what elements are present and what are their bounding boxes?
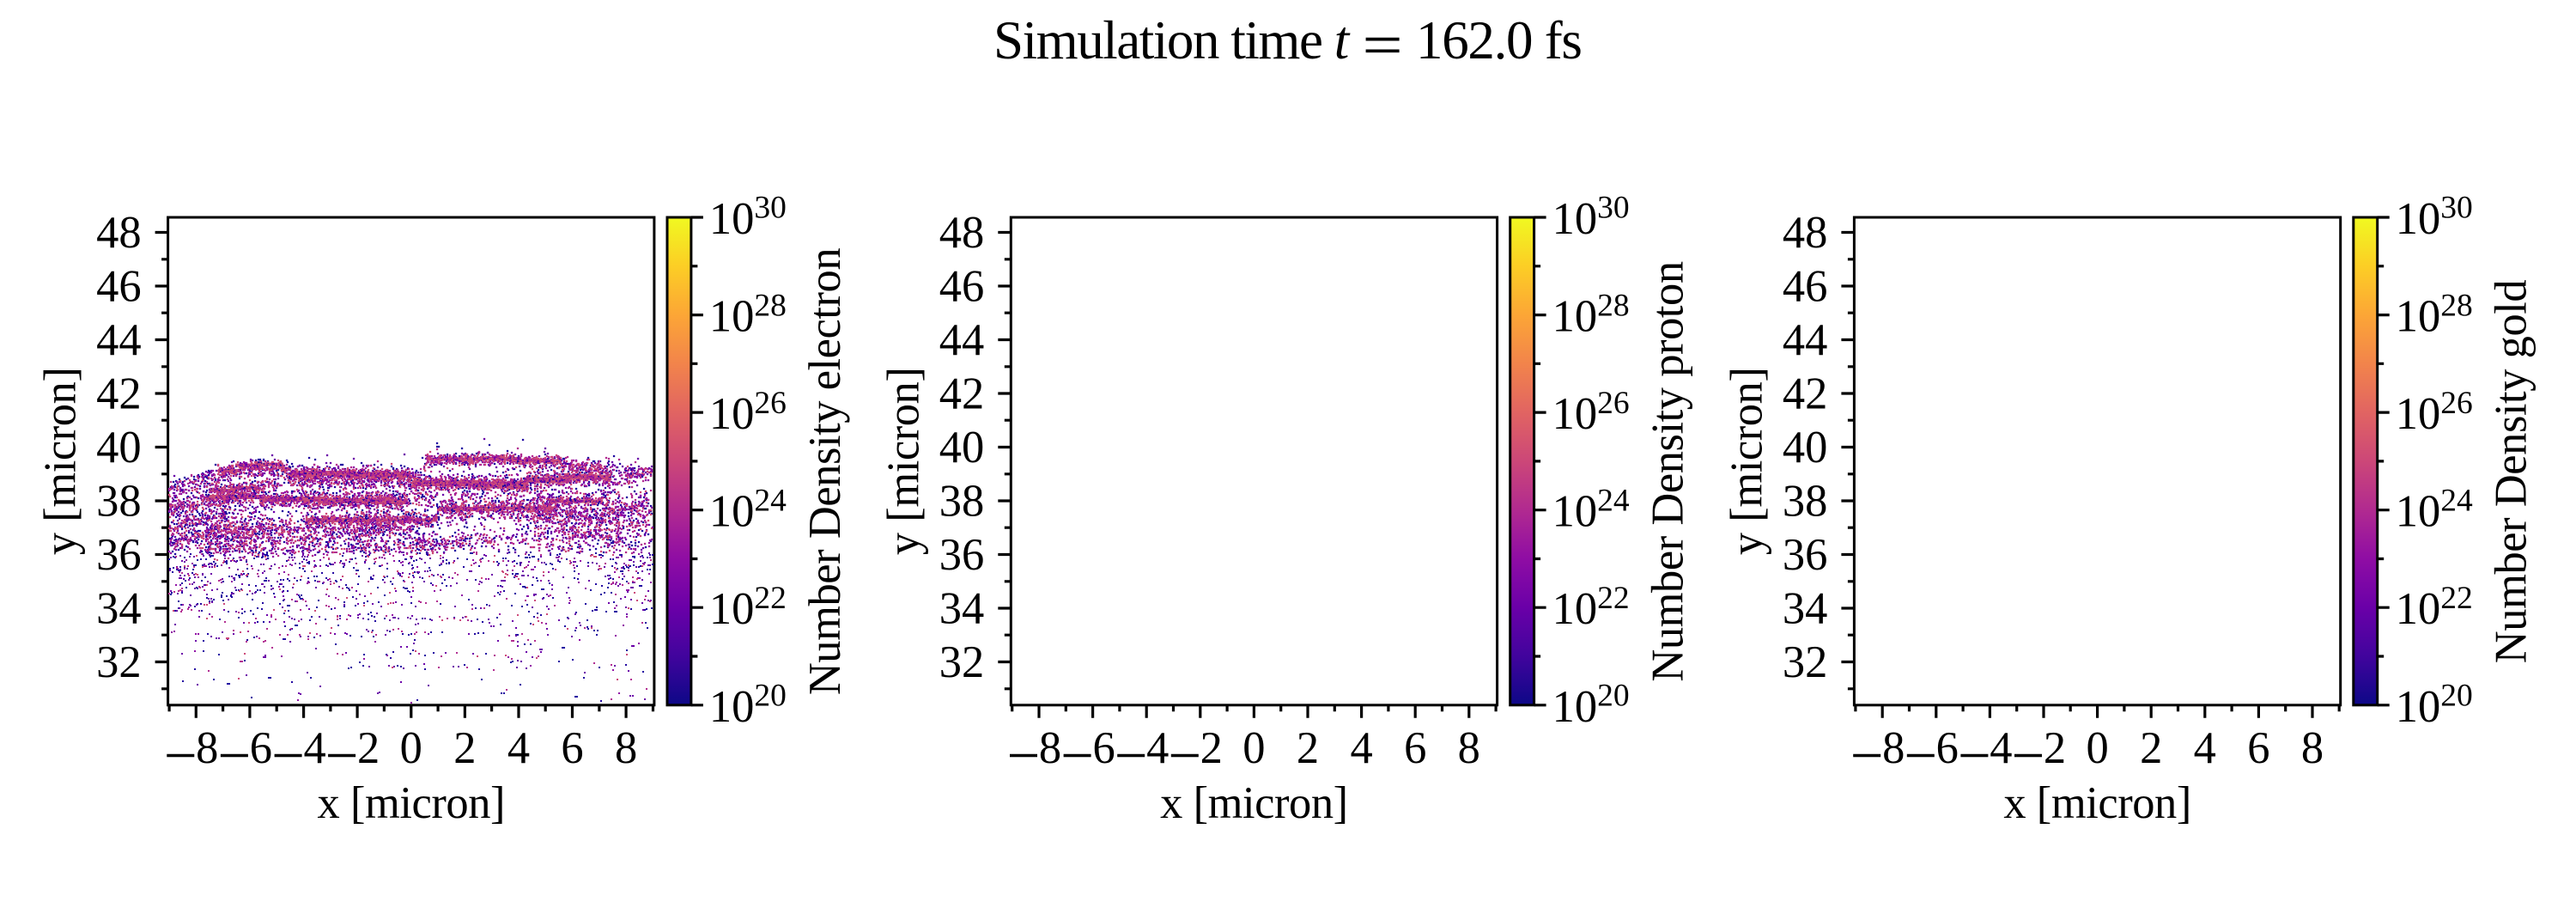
svg-text:42: 42 [1783,369,1828,419]
svg-text:4: 4 [507,723,530,773]
svg-text:x [micron]: x [micron] [2003,778,2191,828]
svg-text:38: 38 [939,477,985,527]
svg-text:40: 40 [939,423,985,472]
svg-text:46: 46 [96,262,142,312]
svg-text:4: 4 [2194,723,2216,773]
svg-text:48: 48 [96,208,142,258]
svg-text:42: 42 [939,369,985,419]
svg-text:8: 8 [196,723,218,773]
svg-text:36: 36 [1783,530,1828,580]
svg-text:0: 0 [2086,723,2108,773]
svg-text:4: 4 [303,723,325,773]
svg-text:8: 8 [615,723,637,773]
svg-text:42: 42 [96,369,142,419]
svg-text:34: 34 [939,584,985,634]
svg-text:38: 38 [96,477,142,527]
svg-text:Number Density gold: Number Density gold [2487,280,2537,664]
svg-text:0: 0 [1242,723,1265,773]
svg-text:Number Density electron: Number Density electron [800,248,850,696]
svg-text:48: 48 [939,208,985,258]
svg-text:38: 38 [1783,477,1828,527]
svg-text:36: 36 [96,530,142,580]
svg-text:8: 8 [1039,723,1061,773]
svg-text:44: 44 [96,315,142,365]
svg-text:34: 34 [1783,584,1828,634]
svg-text:0: 0 [400,723,422,773]
svg-text:46: 46 [939,262,985,312]
svg-text:1020: 1020 [709,679,787,732]
svg-text:1024: 1024 [709,483,787,536]
svg-text:2: 2 [357,723,380,773]
svg-text:34: 34 [96,584,142,634]
svg-text:48: 48 [1783,208,1828,258]
svg-text:40: 40 [1783,423,1828,472]
svg-text:2: 2 [1297,723,1319,773]
svg-text:40: 40 [96,423,142,472]
svg-text:4: 4 [1350,723,1372,773]
svg-text:8: 8 [2301,723,2324,773]
svg-text:4: 4 [1146,723,1169,773]
svg-text:Number Density proton: Number Density proton [1643,261,1693,681]
svg-text:32: 32 [96,637,142,687]
svg-text:44: 44 [1783,315,1828,365]
svg-text:x [micron]: x [micron] [318,778,506,828]
svg-text:2: 2 [453,723,476,773]
svg-text:6: 6 [1404,723,1426,773]
svg-text:1030: 1030 [1552,191,1630,244]
svg-text:y [micron]: y [micron] [36,368,86,556]
svg-text:8: 8 [1882,723,1905,773]
svg-text:36: 36 [939,530,985,580]
svg-text:162.0 fs: 162.0 fs [1416,10,1582,70]
svg-text:y [micron]: y [micron] [1722,368,1771,556]
svg-text:y [micron]: y [micron] [878,368,928,556]
svg-text:4: 4 [1990,723,2012,773]
svg-text:2: 2 [2044,723,2066,773]
svg-text:6: 6 [1936,723,1959,773]
svg-text:46: 46 [1783,262,1828,312]
svg-text:8: 8 [1458,723,1480,773]
svg-text:2: 2 [1200,723,1223,773]
svg-text:6: 6 [2247,723,2269,773]
svg-text:6: 6 [1092,723,1115,773]
svg-text:44: 44 [939,315,985,365]
svg-text:x [micron]: x [micron] [1160,778,1348,828]
svg-text:2: 2 [2140,723,2162,773]
svg-text:32: 32 [939,637,985,687]
svg-text:6: 6 [561,723,583,773]
svg-text:32: 32 [1783,637,1828,687]
svg-text:Simulation time t: Simulation time t [993,10,1351,70]
svg-text:6: 6 [250,723,272,773]
